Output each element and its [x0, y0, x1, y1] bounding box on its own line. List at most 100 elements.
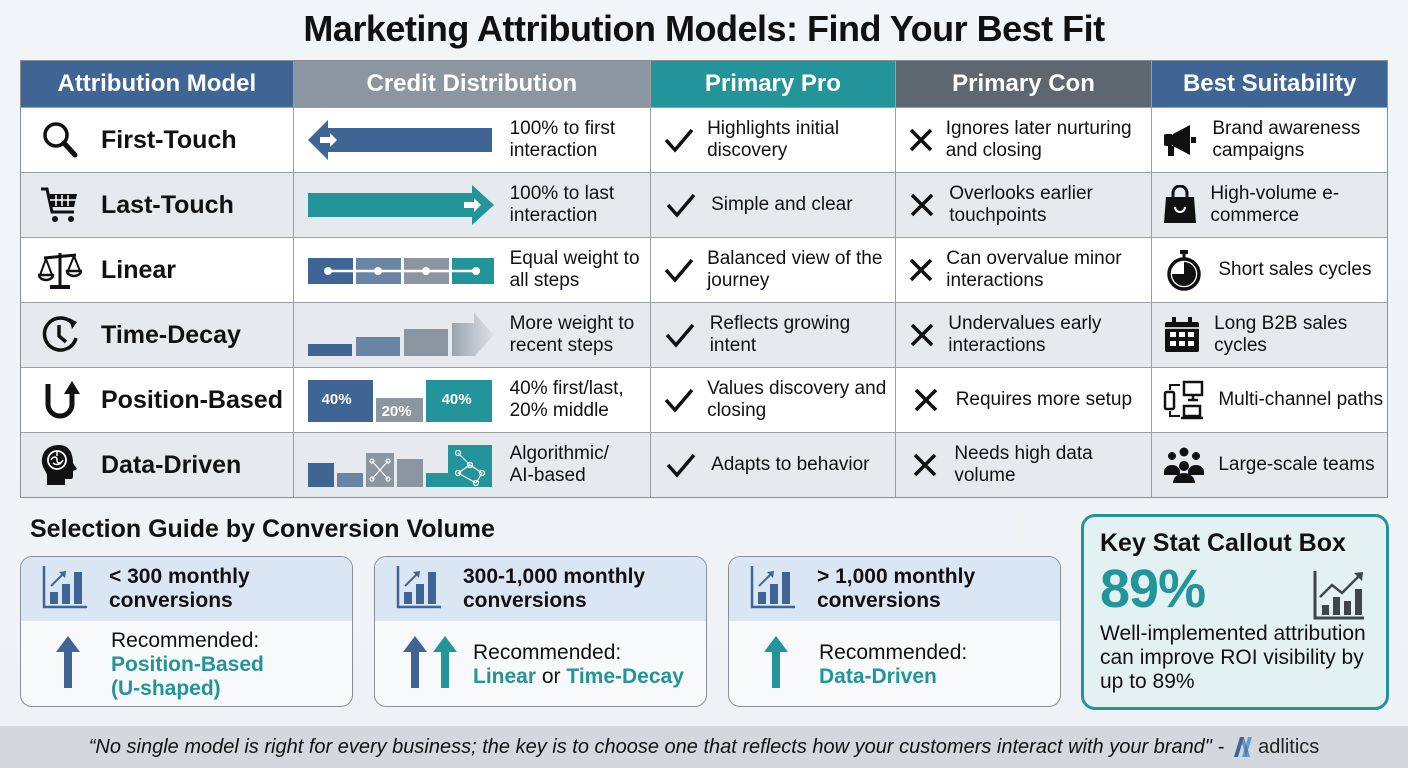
x-icon — [908, 192, 938, 218]
up-arrow-icon — [403, 636, 427, 693]
magnifier-icon — [35, 118, 85, 162]
calendar-icon — [1162, 316, 1202, 354]
team-icon — [1162, 446, 1206, 484]
model-name: Last-Touch — [101, 190, 234, 219]
scales-icon — [35, 248, 85, 292]
check-icon — [663, 321, 698, 349]
con-text: Needs high data volume — [954, 443, 1093, 486]
footer-quote: “No single model is right for every busi… — [88, 735, 1225, 758]
footer-quote-bar: “No single model is right for every busi… — [0, 726, 1408, 768]
table-header-row: Attribution Model Credit Distribution Pr… — [21, 61, 1387, 107]
header-primary-pro: Primary Pro — [651, 61, 896, 107]
suitability-text: Multi-channel paths — [1218, 389, 1384, 410]
volume-label: 300-1,000 monthly conversions — [463, 565, 646, 612]
left-arrow-visual — [306, 118, 496, 162]
pro-text: Simple and clear — [711, 194, 853, 215]
distribution-text: 40% first/last, 20% middle — [509, 378, 624, 421]
suitability-text: Long B2B sales cycles — [1214, 313, 1348, 356]
pro-text: Reflects growing intent — [709, 313, 851, 356]
distribution-text: Algorithmic/ AI-based — [509, 443, 609, 486]
con-text: Undervalues early interactions — [948, 313, 1102, 356]
growth-chart-icon — [1312, 569, 1366, 626]
right-arrow-visual — [306, 183, 496, 227]
shopping-cart-icon — [35, 183, 85, 227]
model-name: Data-Driven — [101, 450, 242, 479]
header-primary-con: Primary Con — [895, 61, 1153, 107]
suitability-text: High-volume e-commerce — [1210, 183, 1340, 226]
guide-card-mid-volume: 300-1,000 monthly conversions Recommende… — [374, 556, 707, 707]
x-icon — [908, 322, 937, 348]
x-icon — [908, 452, 943, 478]
suitability-text: Brand awareness campaigns — [1212, 118, 1361, 161]
guide-card-high-volume: > 1,000 monthly conversions Recommended:… — [728, 556, 1061, 707]
network-bars-visual — [306, 443, 496, 487]
stopwatch-icon — [1162, 249, 1206, 291]
con-text: Requires more setup — [955, 389, 1133, 410]
table-row: Position-Based 40% 20% 40% 40% first/las… — [21, 367, 1387, 432]
con-text: Ignores later nurturing and closing — [945, 118, 1132, 161]
bar-chart-growth-icon — [749, 564, 799, 615]
pro-text: Adapts to behavior — [711, 454, 870, 475]
up-arrow-icon — [764, 636, 788, 693]
ascending-bars-visual — [306, 313, 496, 357]
page-title: Marketing Attribution Models: Find Your … — [303, 8, 1105, 49]
bar-label-last: 40% — [441, 391, 472, 408]
check-icon — [663, 386, 695, 414]
x-icon — [908, 127, 934, 153]
check-icon — [663, 451, 699, 479]
attribution-table: Attribution Model Credit Distribution Pr… — [20, 60, 1388, 498]
up-arrow-icon — [56, 636, 80, 693]
pro-text: Balanced view of the journey — [707, 248, 883, 291]
pro-text: Values discovery and closing — [707, 378, 887, 421]
recommendation: Recommended: Data-Driven — [819, 640, 968, 688]
model-name: First-Touch — [101, 125, 237, 154]
up-arrow-icon — [433, 636, 457, 693]
check-icon — [663, 191, 699, 219]
clock-refresh-icon — [35, 313, 85, 357]
recommendation: Recommended: Linear or Time-Decay — [473, 640, 684, 688]
table-row: Time-Decay More weight to recent steps R… — [21, 302, 1387, 367]
suitability-text: Short sales cycles — [1218, 259, 1372, 280]
bar-label-first: 40% — [321, 391, 352, 408]
megaphone-icon — [1162, 121, 1200, 159]
bar-chart-growth-icon — [41, 564, 91, 615]
volume-label: > 1,000 monthly conversions — [817, 565, 976, 612]
model-name: Time-Decay — [101, 320, 241, 349]
multi-device-icon — [1162, 379, 1206, 421]
bar-label-middle: 20% — [381, 403, 412, 420]
suitability-text: Large-scale teams — [1218, 454, 1375, 475]
bar-chart-growth-icon — [395, 564, 445, 615]
u-shaped-bars-visual: 40% 20% 40% — [306, 378, 496, 422]
check-icon — [663, 126, 695, 154]
u-turn-icon — [35, 378, 85, 422]
table-row: Last-Touch 100% to last interaction Simp… — [21, 172, 1387, 237]
brain-head-icon — [35, 443, 85, 487]
table-row: First-Touch 100% to first interaction Hi… — [21, 107, 1387, 172]
distribution-text: 100% to last interaction — [509, 183, 615, 226]
pro-text: Highlights initial discovery — [707, 118, 840, 161]
header-best-suitability: Best Suitability — [1152, 61, 1387, 107]
recommendation: Recommended: Position-Based (U-shaped) — [111, 628, 264, 700]
brand-logo: adlitics — [1232, 735, 1319, 759]
x-icon — [908, 387, 944, 413]
volume-label: < 300 monthly conversions — [109, 565, 250, 612]
con-text: Can overvalue minor interactions — [946, 248, 1122, 291]
distribution-text: 100% to first interaction — [509, 118, 616, 161]
model-name: Position-Based — [101, 385, 283, 414]
callout-description: Well-implemented attribution can improve… — [1100, 622, 1366, 693]
check-icon — [663, 256, 695, 284]
header-attribution-model: Attribution Model — [21, 61, 294, 107]
key-stat-callout: Key Stat Callout Box 89% Well-implemente… — [1081, 514, 1389, 710]
equal-segments-visual — [306, 248, 496, 292]
distribution-text: More weight to recent steps — [509, 313, 635, 356]
model-name: Linear — [101, 255, 177, 284]
shopping-bag-icon — [1162, 185, 1198, 225]
x-icon — [908, 257, 935, 283]
callout-title: Key Stat Callout Box — [1100, 529, 1346, 557]
table-row: Linear Equal weight to all steps Balance… — [21, 237, 1387, 302]
guide-card-low-volume: < 300 monthly conversions Recommended: P… — [20, 556, 353, 707]
table-row: Data-Driven Algorithmic/ AI-based Adapts… — [21, 432, 1387, 497]
header-credit-distribution: Credit Distribution — [293, 61, 652, 107]
con-text: Overlooks earlier touchpoints — [949, 183, 1093, 226]
distribution-text: Equal weight to all steps — [509, 248, 640, 291]
